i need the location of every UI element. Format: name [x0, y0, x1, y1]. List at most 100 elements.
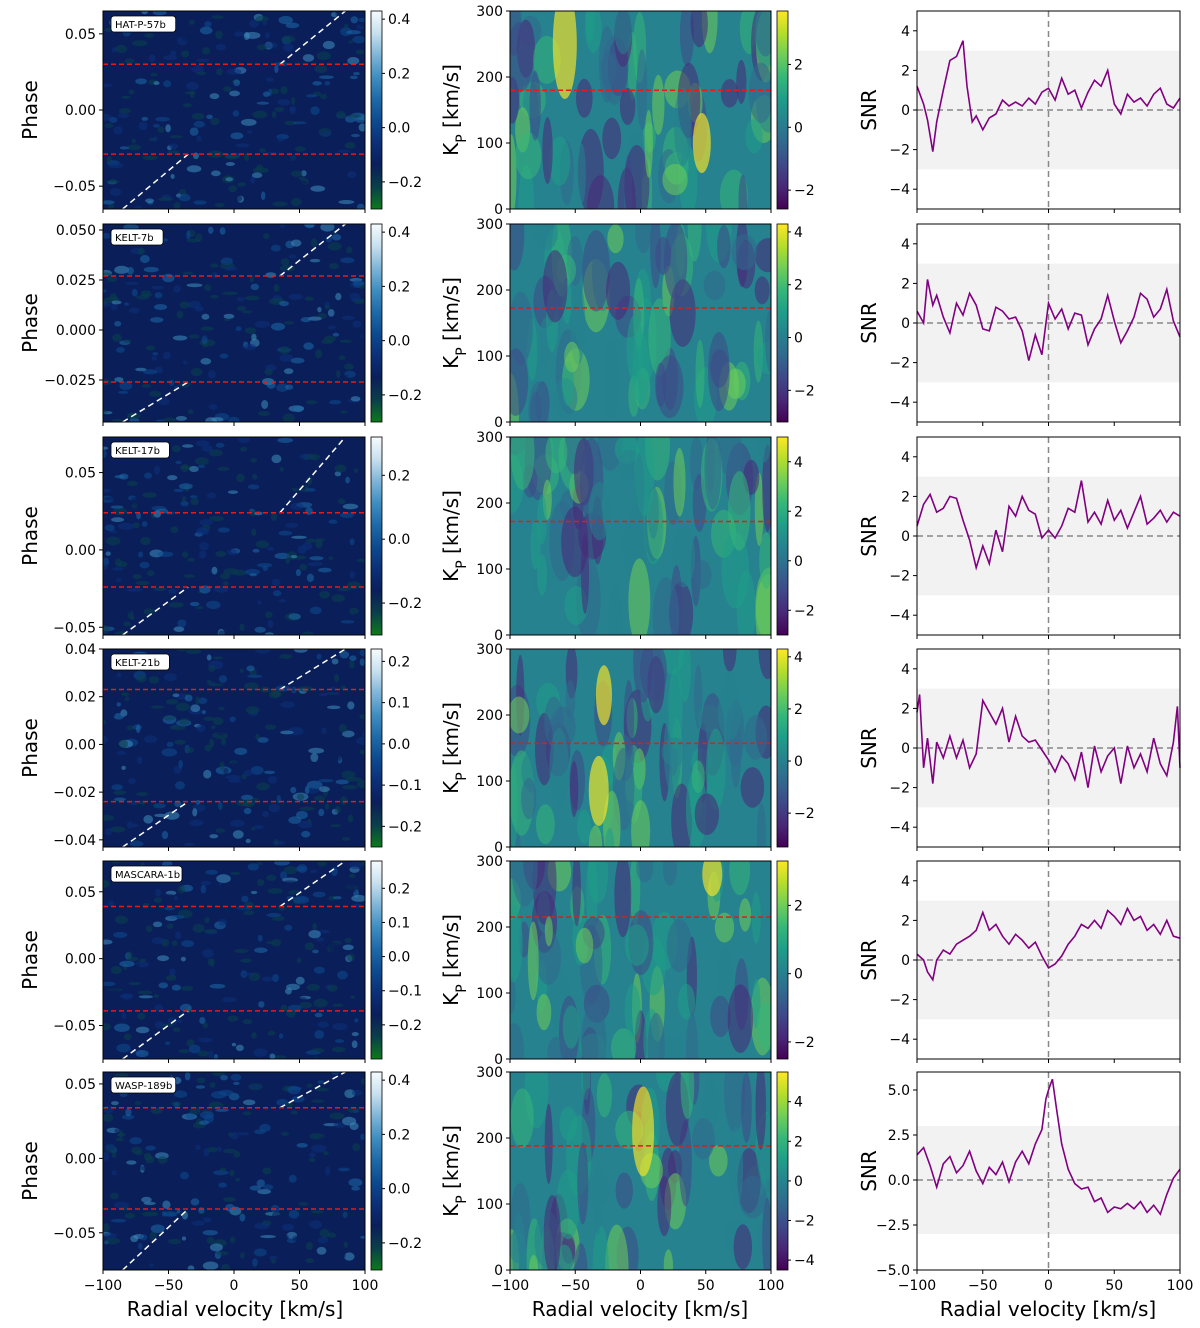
planet-trail-line	[279, 648, 346, 691]
planet-label: MASCARA-1b	[110, 865, 183, 883]
y-tick-label: 0.025	[56, 273, 96, 289]
y-axis-label: Phase	[18, 718, 42, 778]
planet-label-box	[110, 865, 183, 883]
heatmap-background	[103, 437, 365, 635]
colorbar-tick-label: −0.1	[388, 778, 422, 794]
colorbar-tick-label: 0	[794, 1174, 803, 1190]
y-tick-label: 200	[476, 70, 503, 86]
planet-label-box	[110, 441, 170, 459]
y-tick-label: 2	[901, 489, 910, 505]
y-tick-label: 0.00	[65, 952, 96, 968]
y-tick-label: 4	[901, 450, 910, 466]
y-tick-label: −0.05	[53, 1226, 96, 1242]
colorbar-tick-label: 0	[794, 554, 803, 570]
x-tick-label: −50	[154, 1278, 184, 1294]
y-axis-label: KP [km/s]	[439, 64, 470, 156]
y-tick-label: −0.05	[53, 1019, 96, 1035]
y-tick-label: −5.0	[876, 1263, 910, 1279]
planet-trail-line	[122, 1208, 189, 1271]
colorbar-tick-label: 0.2	[388, 468, 410, 484]
y-tick-label: 0.000	[56, 323, 96, 339]
y-tick-label: −2	[889, 569, 910, 585]
planet-label: WASP-189b	[110, 1076, 177, 1094]
colorbar: −0.2 0.0 0.2	[370, 436, 422, 636]
x-tick-label: −100	[491, 1278, 529, 1294]
heatmap-hotspot	[588, 755, 609, 826]
y-tick-label: 300	[476, 430, 503, 446]
colorbar: −2 0 2 4	[776, 223, 815, 423]
x-tick-label: −50	[560, 1278, 590, 1294]
y-tick-label: 4	[901, 237, 910, 253]
x-tick-label: 100	[758, 1278, 785, 1294]
planet-trail-line	[279, 1071, 346, 1109]
x-tick-label: 50	[1105, 1278, 1123, 1294]
x-tick-label: 50	[291, 1278, 309, 1294]
snr-panel: −4 −2 0 2 4 SNR	[857, 648, 1181, 851]
phase-panel: HAT-P-57b −0.05 0.00 0.05 Phase −0.2 0.0 0.2 0.4	[18, 10, 422, 213]
colorbar-gradient	[776, 10, 789, 210]
x-tick-label: −100	[898, 1278, 936, 1294]
planet-label-text: KELT-17b	[115, 446, 160, 457]
heatmap-hotspot	[632, 1086, 655, 1177]
y-tick-label: 0.02	[65, 690, 96, 706]
colorbar-tick-label: 0	[794, 754, 803, 770]
colorbar-tick-label: 2	[794, 1134, 803, 1150]
phase-panel: KELT-17b −0.05 0.00 0.05 Phase −0.2 0.0 0.2	[18, 436, 422, 639]
y-tick-label: 0	[494, 628, 503, 644]
y-tick-label: 0	[494, 202, 503, 218]
colorbar-tick-label: −0.2	[388, 388, 422, 404]
planet-trail-line	[122, 153, 189, 210]
y-tick-label: 0	[494, 840, 503, 856]
y-tick-label: −2	[889, 993, 910, 1009]
y-tick-label: 100	[476, 349, 503, 365]
colorbar-tick-label: 4	[794, 225, 803, 241]
colorbar-tick-label: 0.1	[388, 915, 410, 931]
kp-panel: 0 100 200 300 KP [km/s] −2 0 2 4	[439, 642, 815, 856]
y-axis-label: Phase	[18, 930, 42, 990]
planet-label: HAT-P-57b	[110, 15, 177, 33]
colorbar-tick-label: 0.0	[388, 121, 410, 137]
y-axis-label: SNR	[857, 302, 881, 344]
y-tick-label: 0.00	[65, 103, 96, 119]
colorbar: −0.2 0.0 0.2 0.4	[370, 1071, 422, 1271]
colorbar-tick-label: 0.0	[388, 737, 410, 753]
snr-panel: −4 −2 0 2 4 SNR	[857, 10, 1181, 213]
x-tick-label: 0	[230, 1278, 239, 1294]
colorbar-tick-label: 2	[794, 504, 803, 520]
kp-panel: 0 100 200 300 KP [km/s] −2 0 2 4	[439, 430, 815, 644]
y-tick-label: −0.02	[53, 785, 96, 801]
y-tick-label: −0.04	[53, 833, 96, 849]
x-tick-label: 0	[636, 1278, 645, 1294]
y-tick-label: 0.05	[65, 27, 96, 43]
colorbar: −2 0 2	[776, 10, 815, 210]
colorbar-tick-label: −0.2	[388, 819, 422, 835]
colorbar-tick-label: −0.1	[388, 984, 422, 1000]
snr-panel: −5.0 −2.5 0.0 2.5 5.0 −100 −50 0 50 100 SNR	[857, 1071, 1193, 1294]
colorbar-tick-label: 4	[794, 1095, 803, 1111]
y-tick-label: 200	[476, 283, 503, 299]
snr-line	[916, 694, 1181, 788]
planet-label-box	[110, 1076, 177, 1094]
colorbar-tick-label: 0.0	[388, 1182, 410, 1198]
y-tick-label: 0	[494, 1052, 503, 1068]
snr-panel: −4 −2 0 2 4 SNR	[857, 436, 1181, 639]
y-tick-label: −2	[889, 143, 910, 159]
colorbar-tick-label: 4	[794, 650, 803, 666]
colorbar-tick-label: −4	[794, 1253, 815, 1269]
y-tick-label: 200	[476, 920, 503, 936]
colorbar: −2 0 2 4	[776, 436, 815, 636]
colorbar-gradient	[370, 10, 383, 210]
y-tick-label: 4	[901, 662, 910, 678]
heatmap-hotspot	[595, 665, 612, 726]
y-axis-label: Phase	[18, 80, 42, 140]
row-mascara-1b: MASCARA-1b−0.050.000.05Phase−0.2−0.10.00…	[18, 854, 1181, 1068]
kp-panel: 0 100 200 300 KP [km/s] −2 0 2 4	[439, 217, 815, 431]
x-axis-label: Radial velocity [km/s]	[532, 1297, 748, 1321]
y-tick-label: −2	[889, 356, 910, 372]
x-tick-label: −100	[84, 1278, 122, 1294]
colorbar-gradient	[776, 648, 789, 848]
y-tick-label: 100	[476, 986, 503, 1002]
colorbar-tick-label: 0	[794, 331, 803, 347]
colorbar-tick-label: −0.2	[388, 1018, 422, 1034]
